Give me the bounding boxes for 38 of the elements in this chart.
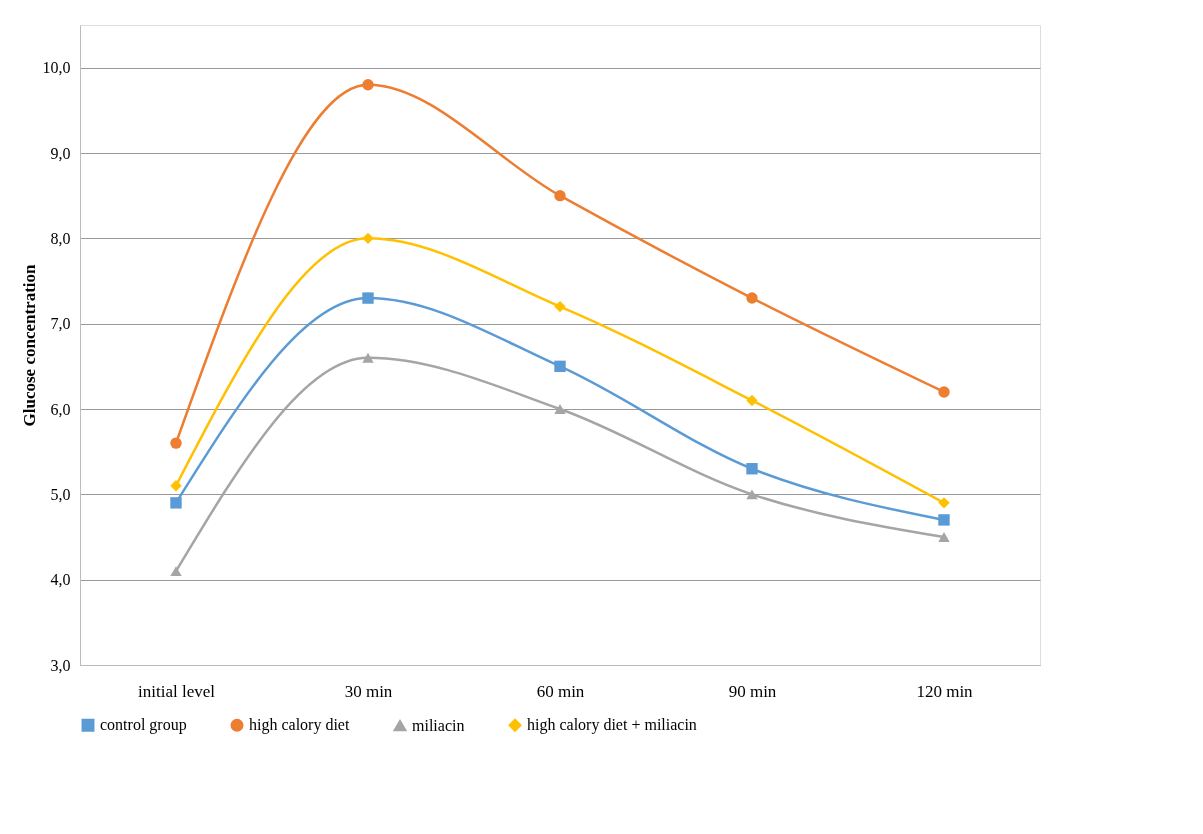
point	[554, 360, 566, 373]
point	[362, 79, 374, 91]
point	[746, 463, 758, 475]
point	[746, 489, 758, 500]
y-tick-label: 10,0	[42, 59, 71, 77]
legend-label: high calory diet	[249, 716, 350, 735]
y-tick-label: 8,0	[50, 229, 71, 247]
point	[170, 480, 182, 492]
point	[170, 437, 182, 449]
x-tick-label: initial level	[138, 681, 216, 701]
point	[938, 386, 950, 398]
x-tick-label: 120 min	[916, 681, 974, 701]
x-tick-label: 90 min	[728, 681, 777, 701]
point	[362, 292, 374, 304]
y-tick-label: 4,0	[50, 571, 71, 589]
y-axis-title: Glucose concentration	[19, 263, 39, 427]
y-tick-label: 6,0	[50, 400, 71, 418]
legend-label: miliacin	[412, 716, 465, 734]
point	[362, 232, 374, 245]
point	[170, 497, 182, 509]
point	[554, 300, 566, 313]
y-tick-label: 3,0	[50, 656, 71, 674]
legend-label: high calory diet + miliacin	[527, 716, 697, 735]
legend-label: control group	[100, 716, 187, 735]
point	[554, 189, 566, 202]
x-tick-label: 60 min	[536, 681, 585, 701]
point	[746, 292, 758, 304]
x-tick-label: 30 min	[344, 681, 393, 701]
y-tick-label: 9,0	[50, 144, 71, 162]
point	[938, 514, 950, 526]
y-tick-label: 7,0	[50, 315, 71, 333]
point	[938, 532, 950, 542]
point	[362, 352, 374, 363]
point	[746, 394, 758, 407]
y-tick-label: 5,0	[50, 485, 71, 503]
point	[170, 566, 182, 577]
point	[554, 404, 566, 414]
point	[938, 497, 950, 509]
